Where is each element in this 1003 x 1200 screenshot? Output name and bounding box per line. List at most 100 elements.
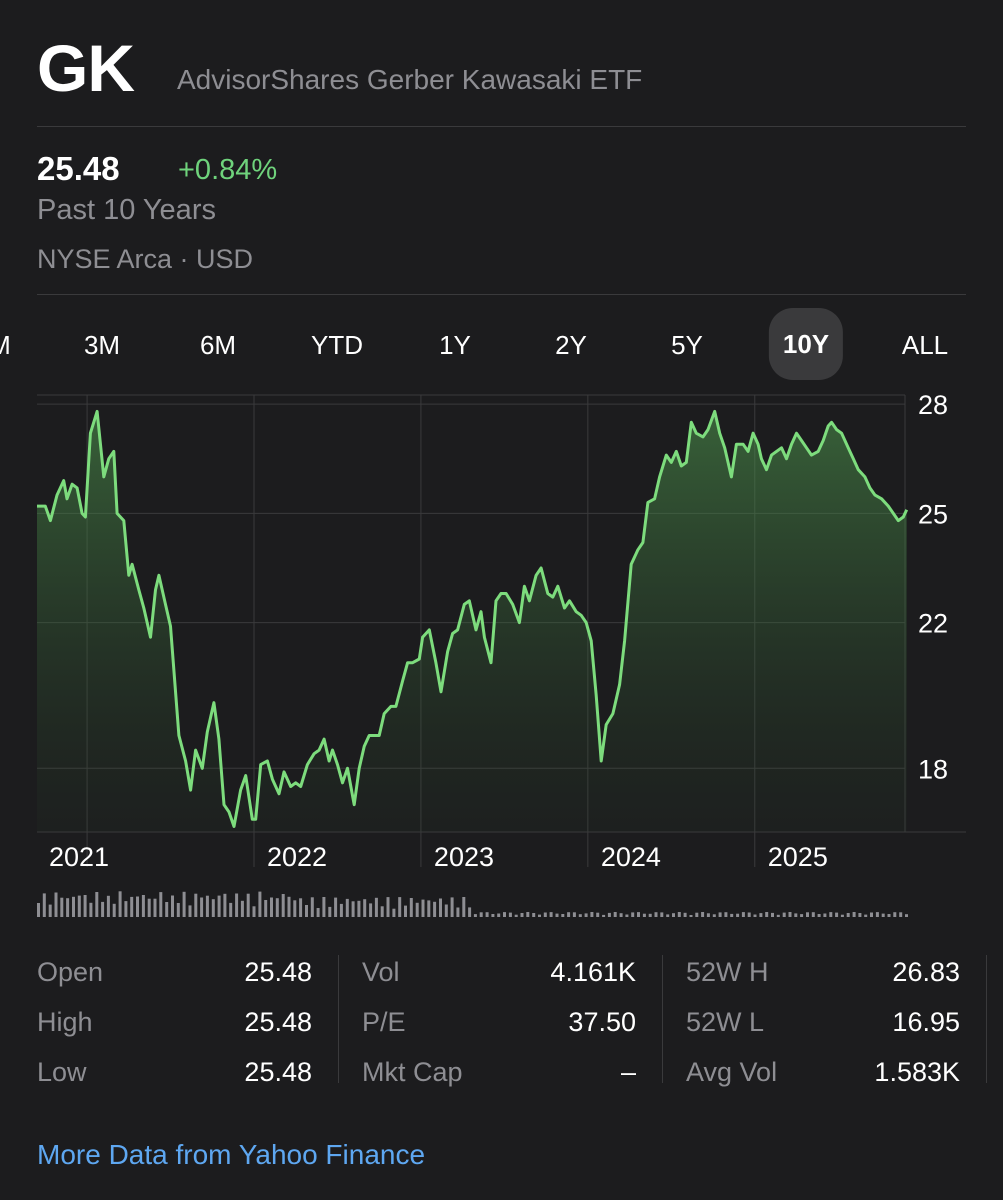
volume-bar	[677, 912, 681, 917]
stat-avgvol-value: 1.583K	[874, 1057, 960, 1087]
stat-pe-value: 37.50	[568, 1007, 636, 1037]
volume-bar	[374, 897, 378, 917]
volume-bar	[339, 903, 343, 917]
volume-bar	[706, 913, 710, 917]
volume-bar	[491, 914, 495, 917]
volume-bar	[439, 898, 442, 917]
volume-bar	[223, 893, 227, 917]
range-tab-all[interactable]: ALL	[901, 330, 949, 360]
volume-bar	[596, 912, 600, 917]
volume-bar	[124, 901, 128, 917]
volume-bar	[724, 912, 728, 917]
volume-bar	[159, 892, 163, 917]
volume-bar	[631, 912, 635, 917]
volume-bar	[141, 895, 145, 917]
volume-bar	[334, 897, 338, 917]
volume-bar	[806, 912, 809, 917]
price-line	[37, 409, 909, 828]
stat-open-label: Open	[37, 957, 104, 987]
volume-bar	[514, 914, 518, 917]
volume-bar	[852, 912, 856, 917]
volume-bar	[741, 912, 745, 917]
volume-bar	[270, 897, 273, 917]
volume-bar	[305, 905, 308, 917]
stat-pe-label: P/E	[362, 1007, 406, 1037]
volume-bar	[485, 912, 489, 917]
volume-bar	[823, 913, 827, 917]
volume-bar	[637, 912, 640, 917]
volume-bar	[427, 900, 431, 917]
volume-bar	[538, 914, 541, 917]
exchange-label: NYSE Arca · USD	[37, 244, 254, 274]
range-tab-6m[interactable]: 6M	[199, 330, 237, 360]
stats-divider	[662, 955, 663, 1083]
range-tab-2y[interactable]: 2Y	[555, 330, 587, 360]
stat-mktcap-value: –	[620, 1057, 636, 1087]
current-price: 25.48	[37, 150, 120, 187]
volume-bar	[130, 896, 134, 917]
volume-bar	[363, 899, 367, 917]
volume-bar	[468, 907, 472, 917]
y-tick-label: 22	[918, 609, 948, 639]
volume-bar	[240, 900, 244, 917]
volume-bar	[776, 914, 780, 917]
x-tick-label: 2025	[768, 842, 828, 872]
volume-bar	[736, 913, 740, 917]
range-tab-3m[interactable]: 3M	[83, 330, 121, 360]
volume-bar	[351, 901, 355, 917]
volume-bar	[205, 895, 209, 917]
price-chart[interactable]: 28 25 22 18 2021 2022 2023 2024 2025	[0, 380, 1003, 920]
range-tab-10y[interactable]: 10Y	[768, 308, 844, 380]
volume-bar	[584, 913, 588, 917]
volume-bar	[217, 895, 221, 917]
volume-bar	[567, 912, 571, 917]
volume-bar	[258, 891, 262, 917]
volume-bar	[89, 902, 93, 917]
volume-bar	[136, 896, 139, 917]
volume-bar	[328, 906, 332, 917]
volume-bar	[555, 913, 559, 917]
volume-bar	[165, 902, 169, 917]
volume-bar	[660, 912, 664, 917]
volume-bar	[572, 912, 576, 917]
volume-bar	[60, 897, 64, 917]
y-tick-label: 25	[918, 499, 948, 529]
volume-bar	[712, 914, 716, 917]
volume-bar	[846, 913, 850, 917]
range-tab-m[interactable]: M	[0, 322, 11, 368]
volume-bar	[450, 897, 454, 917]
volume-bar	[299, 898, 303, 917]
x-tick-label: 2022	[267, 842, 327, 872]
volume-bar	[683, 912, 687, 917]
volume-bar	[147, 898, 151, 917]
volume-bar	[409, 898, 413, 917]
volume-bar	[858, 913, 862, 917]
volume-bar	[759, 913, 763, 917]
volume-bar	[602, 914, 606, 917]
volume-bar	[316, 908, 320, 917]
volume-bar	[380, 906, 384, 917]
volume-bar	[229, 902, 233, 917]
volume-bar	[905, 914, 908, 917]
volume-bar	[765, 912, 769, 917]
volume-bar	[369, 903, 373, 917]
volume-bar	[275, 898, 279, 917]
volume-bar	[194, 893, 198, 917]
volume-bar	[462, 897, 466, 917]
volume-bar	[415, 902, 419, 917]
volume-bar	[171, 895, 174, 917]
volume-bar	[578, 914, 582, 917]
volume-bar	[870, 912, 873, 917]
volume-bar	[689, 915, 693, 917]
volume-bar	[101, 901, 105, 917]
more-data-link[interactable]: More Data from Yahoo Finance	[37, 1139, 426, 1170]
volume-bar	[503, 912, 506, 917]
volume-bar	[48, 904, 52, 917]
volume-bar	[881, 913, 885, 917]
volume-bar	[840, 914, 844, 917]
range-tab-ytd[interactable]: YTD	[311, 330, 363, 360]
volume-bar	[718, 912, 722, 917]
range-tab-1y[interactable]: 1Y	[439, 330, 471, 360]
volume-bar	[392, 908, 396, 917]
range-tab-5y[interactable]: 5Y	[671, 330, 703, 360]
